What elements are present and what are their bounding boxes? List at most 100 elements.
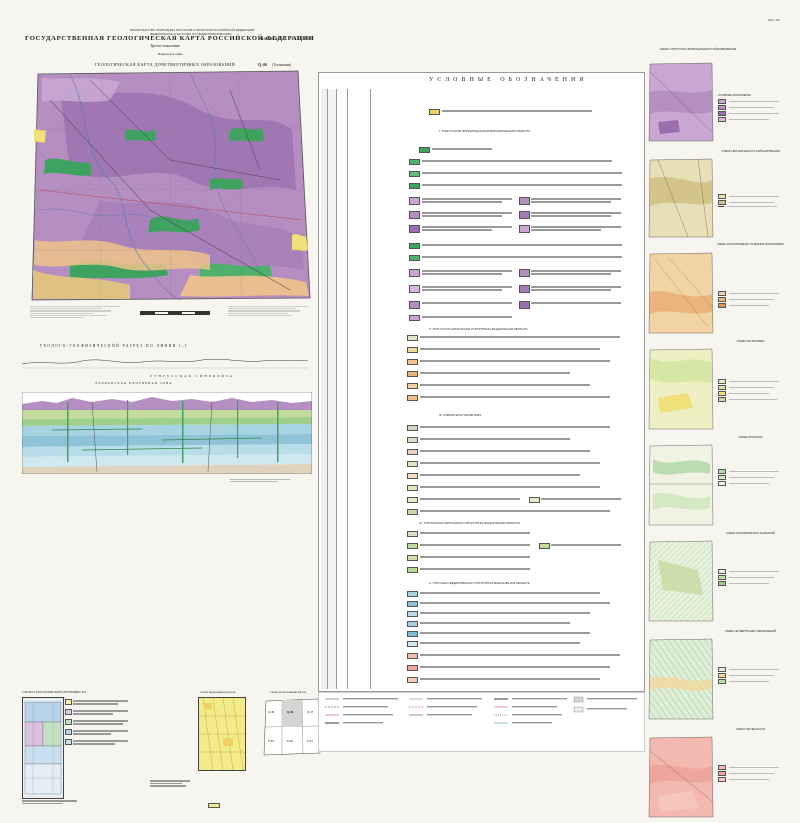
section-3-label: III. СИБИРСКАЯ ПЛАТФОРМА (439, 413, 482, 417)
legend-swatch (409, 183, 420, 189)
scheme-8-title: СХЕМА ИЗУЧЕННОСТИ (735, 728, 766, 731)
legend-swatch (407, 461, 418, 467)
series-label: Норильская серия (158, 52, 183, 56)
depression-label: ТУНГУССКАЯ СИНЕКЛИЗА (150, 374, 235, 378)
stage-column (348, 89, 371, 689)
scheme-3-title: СХЕМА РАСПОЛОЖЕНИЯ ПОЛЕЗНЫХ ИСКОПАЕМЫХ (716, 243, 785, 246)
inset-correlation[interactable] (198, 697, 246, 771)
inset-sheet-layout[interactable]: Q-45 Q-46 Q-47 P-45 P-46 P-47 (262, 697, 322, 757)
map-title: ГЕОЛОГИЧЕСКАЯ КАРТА ДОЧЕТВЕРТИЧНЫХ ОБРАЗ… (95, 62, 236, 67)
scheme-1-legend: УСЛОВНЫЕ ОБОЗНАЧЕНИЯ (718, 94, 796, 123)
scheme-7-title: СХЕМА ЧЕТВЕРТИЧНЫХ ОБРАЗОВАНИЙ (724, 630, 777, 633)
section-4-label: IV. ТУРУХАНСКО-НЕРУНСКАЯ СТРУКТУРНО-ФАЦИ… (419, 521, 520, 525)
scheme-2-map[interactable] (648, 158, 714, 238)
legend-swatch (407, 449, 418, 455)
scheme-6-map[interactable] (648, 540, 714, 622)
legend-swatch (407, 543, 418, 549)
legend-swatch (407, 567, 418, 573)
inset2-swatch (208, 803, 220, 808)
sheet-q45: Q-45 (268, 710, 275, 714)
legend-swatch (407, 485, 418, 491)
main-title: ГОСУДАРСТВЕННАЯ ГЕОЛОГИЧЕСКАЯ КАРТА РОСС… (25, 35, 315, 42)
legend-swatch (407, 497, 418, 503)
ministry-line-2: ФЕДЕРАЛЬНОЕ АГЕНТСТВО ПО НЕДРОПОЛЬЗОВАНИ… (150, 32, 232, 36)
scheme-3-map[interactable] (648, 252, 714, 334)
sheet-p47: P-47 (307, 739, 313, 743)
inset-study-map[interactable] (22, 697, 64, 799)
legend-swatch (519, 197, 530, 205)
scheme-4-title: СХЕМА МАГМАТИЗМА (736, 340, 765, 343)
section-scale-text (230, 478, 290, 483)
legend-swatch (409, 255, 420, 261)
era-column (321, 89, 328, 689)
geological-map[interactable] (30, 70, 312, 302)
map-notes-right (228, 305, 308, 317)
scheme-5-legend (718, 468, 796, 487)
scheme-4-legend (718, 378, 796, 403)
legend-swatch (407, 437, 418, 443)
legend-swatch (407, 371, 418, 377)
scheme-3-legend (718, 290, 796, 309)
scheme-5-title: СХЕМА ПРОГНОЗА (738, 436, 763, 439)
sheet-p46: P-46 (287, 739, 293, 743)
inset2-title: Схема корреляции разрезов (200, 690, 236, 694)
scheme-1-map[interactable] (648, 62, 714, 142)
sheet-name: (Тутончаны) (272, 62, 292, 67)
scale-bar (140, 311, 210, 315)
legend-swatch (407, 509, 418, 515)
scale-text: масштаба 1 : 1 000 000 (260, 36, 314, 42)
section-title: ГЕОЛОГО-ГЕОФИЗИЧЕСКИЙ РАЗРЕЗ ПО ЛИНИИ I–… (40, 344, 188, 348)
series-column (337, 89, 348, 689)
legend-swatch (407, 359, 418, 365)
scheme-2-legend (718, 193, 796, 208)
legend-swatch (407, 347, 418, 353)
scheme-7-legend (718, 666, 796, 685)
cross-section[interactable] (21, 391, 313, 475)
scheme-7-map[interactable] (648, 638, 714, 720)
sheet-p45: P-45 (268, 739, 274, 743)
legend-swatch (407, 591, 418, 597)
symbols-legend (318, 692, 645, 752)
system-column (328, 89, 337, 689)
legend-swatch-quaternary (429, 109, 440, 115)
section-2-label: II. ТУНГУССКО-КАТАНГСКАЯ СТРУКТУРНО-ФАЦИ… (429, 327, 528, 331)
scheme-5-map[interactable] (648, 444, 714, 526)
legend-swatch (407, 653, 418, 659)
right-schemes: СХЕМА СТРУКТУРНО-ФОРМАЦИОННОГО РАЙОНИРОВ… (648, 48, 798, 823)
scheme-6-legend (718, 568, 796, 587)
sheet-q46: Q-46 (287, 710, 294, 714)
subdepression-label: ДОЛБАНСКАЯ ПРОГИБНАЯ ЗОНА (95, 381, 173, 385)
legend-swatch (407, 601, 418, 607)
scheme-6-title: СХЕМА ГЕОХИМИЧЕСКИХ АНОМАЛИЙ (726, 532, 775, 535)
bottom-notes (150, 780, 190, 787)
legend-swatch (407, 555, 418, 561)
legend-swatch (519, 211, 530, 219)
legend-swatch (409, 269, 420, 277)
legend-swatch (407, 531, 418, 537)
scheme-8-map[interactable] (648, 736, 714, 818)
ministry-line-1: МИНИСТЕРСТВО ПРИРОДНЫХ РЕСУРСОВ И ЭКОЛОГ… (130, 28, 255, 32)
scheme-4-map[interactable] (648, 348, 714, 430)
legend-swatch (409, 301, 420, 309)
legend-panel: УСЛОВНЫЕ ОБОЗНАЧЕНИЯ I. ТУНГУССКАЯ ЭПИГЕ… (318, 72, 645, 692)
legend-swatch (519, 301, 530, 309)
legend-swatch (409, 243, 420, 249)
legend-swatch (409, 315, 420, 321)
legend-swatch (529, 497, 540, 503)
legend-swatch (409, 285, 420, 293)
legend-swatch (419, 147, 430, 153)
section-title-text: ГЕОЛОГО-ГЕОФИЗИЧЕСКИЙ РАЗРЕЗ ПО ЛИНИИ (40, 344, 177, 348)
inset1-legend (65, 697, 135, 797)
legend-swatch (539, 543, 550, 549)
legend-swatch (407, 665, 418, 671)
sheet-code: Q-46 (258, 62, 267, 67)
legend-swatch (407, 631, 418, 637)
legend-swatch (519, 285, 530, 293)
generation-label: Третье поколение (150, 43, 181, 48)
section-1-label: I. ТУНГУССКАЯ ЭПИГЕРЦИНСКАЯ ВУЛКАНИЧЕСКА… (439, 129, 531, 133)
legend-swatch (407, 395, 418, 401)
section-5-label: V. ТУРУХАНО-ФЕДОРОВСКАЯ СТРУКТУРНО-ФАЦИА… (429, 581, 530, 585)
inset1-note (22, 800, 82, 805)
legend-swatch (409, 211, 420, 219)
inset3-title: Схема расположения листов (270, 690, 307, 694)
